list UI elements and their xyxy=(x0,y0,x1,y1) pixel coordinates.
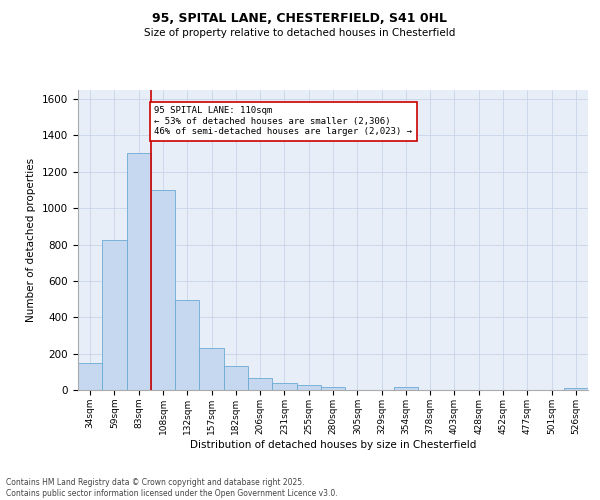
Bar xyxy=(394,388,418,390)
X-axis label: Distribution of detached houses by size in Chesterfield: Distribution of detached houses by size … xyxy=(190,440,476,450)
Bar xyxy=(151,190,175,390)
Bar xyxy=(248,378,272,390)
Text: Size of property relative to detached houses in Chesterfield: Size of property relative to detached ho… xyxy=(145,28,455,38)
Bar xyxy=(296,385,321,390)
Bar xyxy=(102,240,127,390)
Y-axis label: Number of detached properties: Number of detached properties xyxy=(26,158,37,322)
Bar xyxy=(272,383,296,390)
Bar xyxy=(564,388,588,390)
Bar xyxy=(321,388,345,390)
Bar xyxy=(175,300,199,390)
Bar xyxy=(78,362,102,390)
Text: Contains HM Land Registry data © Crown copyright and database right 2025.
Contai: Contains HM Land Registry data © Crown c… xyxy=(6,478,338,498)
Bar xyxy=(199,348,224,390)
Bar xyxy=(224,366,248,390)
Text: 95 SPITAL LANE: 110sqm
← 53% of detached houses are smaller (2,306)
46% of semi-: 95 SPITAL LANE: 110sqm ← 53% of detached… xyxy=(155,106,413,136)
Text: 95, SPITAL LANE, CHESTERFIELD, S41 0HL: 95, SPITAL LANE, CHESTERFIELD, S41 0HL xyxy=(152,12,448,26)
Bar xyxy=(127,152,151,390)
